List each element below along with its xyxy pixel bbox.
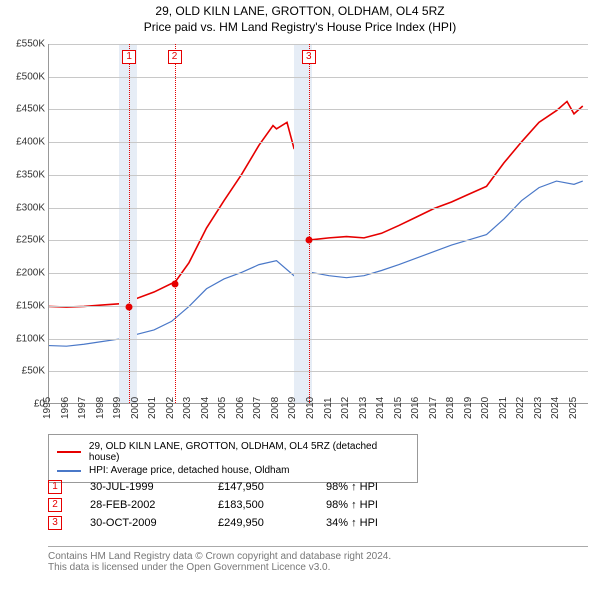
- x-axis-tick: 1996: [55, 397, 70, 419]
- event-pct: 98% ↑ HPI: [326, 499, 378, 511]
- event-date: 30-OCT-2009: [90, 517, 190, 529]
- y-axis-tick: £150K: [16, 300, 49, 311]
- y-axis-tick: £200K: [16, 268, 49, 279]
- table-row: 3 30-OCT-2009 £249,950 34% ↑ HPI: [48, 516, 588, 530]
- x-axis-tick: 2016: [406, 397, 421, 419]
- x-axis-tick: 2014: [371, 397, 386, 419]
- event-price: £147,950: [218, 481, 298, 493]
- event-pct: 34% ↑ HPI: [326, 517, 378, 529]
- x-axis-tick: 2008: [266, 397, 281, 419]
- x-axis-tick: 2023: [529, 397, 544, 419]
- y-axis-tick: £250K: [16, 235, 49, 246]
- event-marker-icon: 2: [168, 50, 182, 64]
- data-point: [171, 280, 178, 287]
- footer-line: This data is licensed under the Open Gov…: [48, 562, 588, 573]
- y-axis-tick: £100K: [16, 333, 49, 344]
- y-axis-tick: £50K: [22, 366, 49, 377]
- y-axis-tick: £400K: [16, 137, 49, 148]
- x-axis-tick: 2022: [511, 397, 526, 419]
- event-marker-icon: 1: [48, 480, 62, 494]
- chart-plot-area: £0£50K£100K£150K£200K£250K£300K£350K£400…: [48, 44, 588, 404]
- x-axis-tick: 2000: [126, 397, 141, 419]
- x-axis-tick: 2024: [546, 397, 561, 419]
- x-axis-tick: 2006: [231, 397, 246, 419]
- table-row: 1 30-JUL-1999 £147,950 98% ↑ HPI: [48, 480, 588, 494]
- event-marker-icon: 2: [48, 498, 62, 512]
- x-axis-tick: 2002: [161, 397, 176, 419]
- data-point: [305, 237, 312, 244]
- x-axis-tick: 1995: [38, 397, 53, 419]
- table-row: 2 28-FEB-2002 £183,500 98% ↑ HPI: [48, 498, 588, 512]
- x-axis-tick: 2021: [494, 397, 509, 419]
- footer-line: Contains HM Land Registry data © Crown c…: [48, 551, 588, 562]
- x-axis-tick: 2015: [389, 397, 404, 419]
- y-axis-tick: £500K: [16, 71, 49, 82]
- x-axis-tick: 2004: [196, 397, 211, 419]
- event-marker-icon: 3: [302, 50, 316, 64]
- x-axis-tick: 2011: [319, 397, 334, 419]
- x-axis-tick: 2020: [476, 397, 491, 419]
- x-axis-tick: 2007: [248, 397, 263, 419]
- x-axis-tick: 2025: [564, 397, 579, 419]
- x-axis-tick: 1998: [90, 397, 105, 419]
- event-price: £183,500: [218, 499, 298, 511]
- chart-title: 29, OLD KILN LANE, GROTTON, OLDHAM, OL4 …: [0, 4, 600, 18]
- event-price: £249,950: [218, 517, 298, 529]
- event-date: 30-JUL-1999: [90, 481, 190, 493]
- x-axis-tick: 2018: [441, 397, 456, 419]
- x-axis-tick: 1999: [108, 397, 123, 419]
- x-axis-tick: 2012: [336, 397, 351, 419]
- events-table: 1 30-JUL-1999 £147,950 98% ↑ HPI 2 28-FE…: [48, 476, 588, 534]
- x-axis-tick: 2003: [178, 397, 193, 419]
- x-axis-tick: 2013: [353, 397, 368, 419]
- y-axis-tick: £550K: [16, 39, 49, 50]
- footer-attribution: Contains HM Land Registry data © Crown c…: [48, 546, 588, 573]
- x-axis-tick: 2009: [283, 397, 298, 419]
- data-point: [126, 304, 133, 311]
- event-marker-icon: 1: [122, 50, 136, 64]
- x-axis-tick: 2001: [143, 397, 158, 419]
- x-axis-tick: 1997: [73, 397, 88, 419]
- legend-label: HPI: Average price, detached house, Oldh…: [89, 465, 290, 476]
- y-axis-tick: £300K: [16, 202, 49, 213]
- legend-swatch: [57, 451, 81, 453]
- event-marker-icon: 3: [48, 516, 62, 530]
- x-axis-tick: 2017: [424, 397, 439, 419]
- legend-label: 29, OLD KILN LANE, GROTTON, OLDHAM, OL4 …: [89, 441, 409, 463]
- chart-subtitle: Price paid vs. HM Land Registry's House …: [0, 20, 600, 34]
- x-axis-tick: 2005: [213, 397, 228, 419]
- legend-item: HPI: Average price, detached house, Oldh…: [57, 465, 409, 476]
- legend-item: 29, OLD KILN LANE, GROTTON, OLDHAM, OL4 …: [57, 441, 409, 463]
- x-axis-tick: 2019: [459, 397, 474, 419]
- y-axis-tick: £450K: [16, 104, 49, 115]
- event-date: 28-FEB-2002: [90, 499, 190, 511]
- legend-swatch: [57, 470, 81, 472]
- event-pct: 98% ↑ HPI: [326, 481, 378, 493]
- y-axis-tick: £350K: [16, 169, 49, 180]
